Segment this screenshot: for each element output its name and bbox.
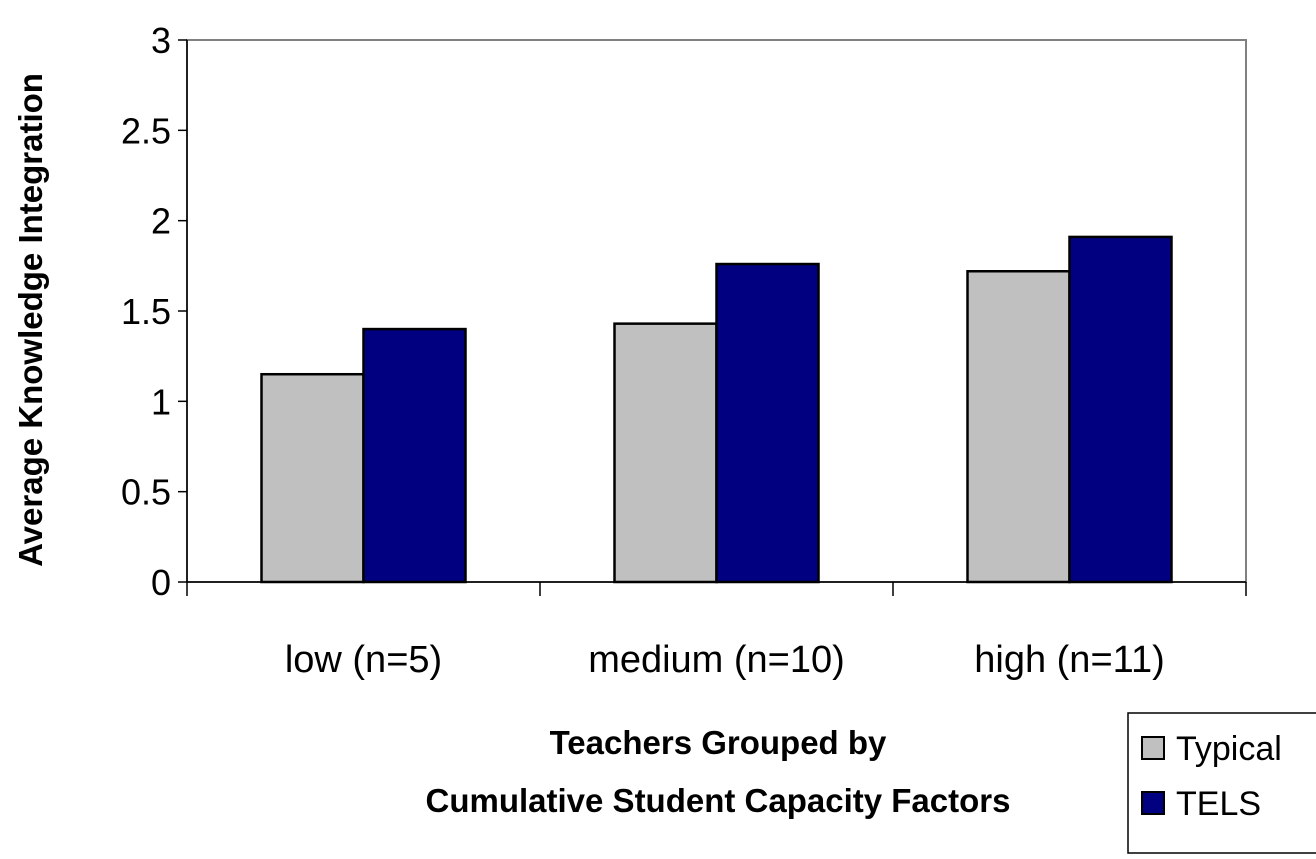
legend: Typical TELS (1127, 712, 1316, 854)
y-tick-label: 2 (151, 201, 171, 242)
x-axis-title-line-2: Cumulative Student Capacity Factors (426, 782, 1011, 819)
bar-tels-2 (1068, 235, 1173, 584)
bar-typical-0 (260, 372, 365, 584)
y-tick-label: 0.5 (121, 472, 171, 513)
y-tick-label: 1 (151, 381, 171, 422)
legend-swatch-tels (1141, 791, 1165, 815)
x-category-label: high (n=11) (974, 639, 1164, 681)
bar-typical-2 (966, 270, 1071, 584)
bar-typical-1 (613, 322, 718, 584)
y-tick-label: 1.5 (121, 291, 171, 332)
y-axis-title: Average Knowledge Integration (12, 73, 49, 567)
y-tick-label: 0 (151, 562, 171, 603)
x-category-label: low (n=5) (285, 639, 442, 681)
bar-tels-1 (715, 262, 820, 584)
legend-swatch-typical (1141, 736, 1165, 760)
y-tick-label: 3 (151, 20, 171, 61)
x-axis-title-line-1: Teachers Grouped by (550, 724, 887, 761)
y-tick-label: 2.5 (121, 110, 171, 151)
legend-label-typical: Typical (1176, 730, 1282, 768)
x-category-label: medium (n=10) (588, 639, 845, 681)
plot-area: 0 0.5 1 1.5 2 2.5 3 low (n=5) medium (n=10) high … (121, 20, 1247, 681)
bar-tels-0 (362, 327, 467, 584)
legend-label-tels: TELS (1176, 785, 1261, 823)
